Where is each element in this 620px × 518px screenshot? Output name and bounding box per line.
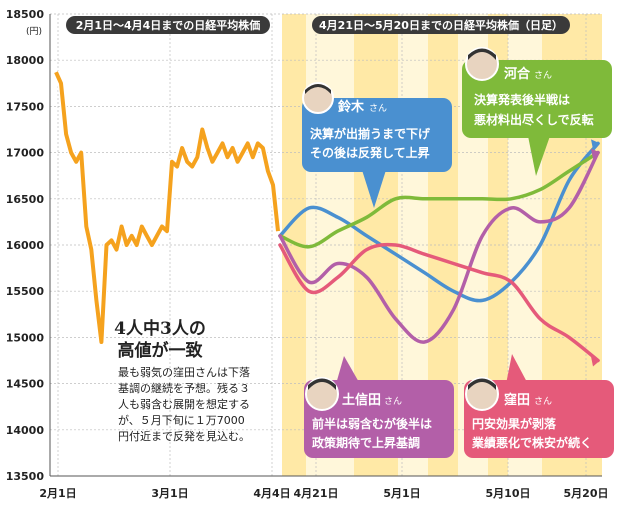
series-forecast-line [278,242,600,363]
y-axis: 13500 14000 14500 15000 15500 16000 16500 17000… [6,8,45,483]
y-tick-label: 13500 [6,470,45,483]
avatar-suzuki-hair [305,84,331,94]
y-tick-label: 16500 [6,193,45,206]
callout-toshinda-honorific: さん [384,396,402,407]
y-tick-label: 14500 [6,378,45,391]
x-tick-label: 2月1日 [39,487,76,500]
series-forecast-line [278,141,600,303]
callout-toshinda-name: 土信田 [342,392,381,408]
callout-suzuki-line-1: 決算が出揃うまで下げ [310,126,431,141]
summary-headline-1: 4人中3人の [114,318,206,339]
callout-kubota-line-1: 円安効果が剥落 [472,416,557,431]
panel-right-title: 4月21日〜5月20日までの日経平均株価（日足） [319,18,563,32]
avatar-toshinda [305,377,339,411]
callout-kawai: 河合 さん 決算発表後半戦は 悪材料出尽くしで反転 [462,47,612,176]
y-unit-label: (円) [26,26,42,37]
callout-kawai-honorific: さん [534,70,552,81]
callout-suzuki-line-2: その後は反発して上昇 [310,145,430,160]
avatar-suzuki [302,82,334,114]
panel-right-title-box [312,16,570,34]
callout-kubota-line-2: 業績悪化で株安が続く [471,435,592,450]
callout-kubota-honorific: さん [534,396,552,407]
callout-kubota-name: 窪田 [504,392,530,408]
avatar-kubota [465,377,499,411]
x-tick-label: 4月4日 [253,487,290,500]
avatar-kubota-hair [468,378,496,390]
y-tick-label: 14000 [6,424,45,437]
summary-headline-2: 高値が一致 [118,340,204,361]
callout-toshinda: 土信田 さん 前半は弱含むが後半は 政策期待で上昇基調 [304,356,454,458]
x-tick-label: 3月1日 [151,487,188,500]
x-tick-label: 5月10日 [486,487,531,500]
callout-suzuki-name: 鈴木 [338,99,365,115]
series-forecast-arrowhead [591,356,600,367]
summary-body-5: 円付近まで反発を見込む。 [118,429,250,443]
callout-toshinda-pointer [336,356,360,384]
y-tick-label: 17500 [6,100,45,113]
y-tick-label: 18500 [6,8,45,21]
callout-toshinda-line-1: 前半は弱含むが後半は [312,416,432,431]
summary-block: 4人中3人の 高値が一致 最も弱気の窪田さんは下落 基調の継続を予想。残る３ 人… [114,318,250,443]
panel-left-title-box [66,16,270,34]
y-tick-label: 15000 [6,331,45,344]
x-tick-label: 5月20日 [564,487,609,500]
callout-suzuki-pointer [362,170,386,208]
callout-toshinda-box [304,380,454,458]
y-tick-label: 17000 [6,147,45,160]
callout-toshinda-line-2: 政策期待で上昇基調 [312,435,420,450]
callout-kawai-box [462,60,612,138]
y-tick-label: 15500 [6,285,45,298]
series-lines [52,70,600,367]
callout-kawai-line-1: 決算発表後半戦は [474,92,570,107]
series-forecast-arrowhead [591,139,600,150]
summary-body-2: 基調の継続を予想。残る３ [118,381,250,395]
callout-kubota-box [464,380,614,458]
series-forecast-line [278,150,600,344]
callout-kawai-name: 河合 [504,66,531,82]
avatar-kawai-hair [468,48,496,60]
x-axis: 2月1日 3月1日 4月4日 4月21日 5月1日 5月10日 5月20日 [39,14,608,500]
avatar-toshinda-hair [308,378,336,390]
callout-kawai-pointer [528,136,550,176]
y-tick-label: 16000 [6,239,45,252]
series-forecast-arrowhead [591,148,600,159]
callout-kawai-line-2: 悪材料出尽くしで反転 [474,112,594,127]
callout-kubota-pointer [506,354,528,384]
callout-suzuki-box [302,98,452,172]
x-tick-label: 5月1日 [383,487,420,500]
x-tick-label: 4月21日 [294,487,339,500]
avatar-kawai [465,47,499,81]
callout-kubota: 窪田 さん 円安効果が剥落 業績悪化で株安が続く [464,354,614,458]
summary-body-4: が、５月下旬に１万7000 [118,413,245,427]
series-actual-line [54,71,280,344]
summary-body-1: 最も弱気の窪田さんは下落 [118,365,250,379]
y-tick-label: 18000 [6,54,45,67]
panel-left-title: 2月1日〜4月4日までの日経平均株価 [76,18,261,32]
summary-body-3: 人も弱含む展開を想定する [118,397,250,411]
callout-suzuki-honorific: さん [369,103,387,114]
callout-suzuki: 鈴木 さん 決算が出揃うまで下げ その後は反発して上昇 [302,82,452,208]
series-forecast-line [278,150,600,249]
